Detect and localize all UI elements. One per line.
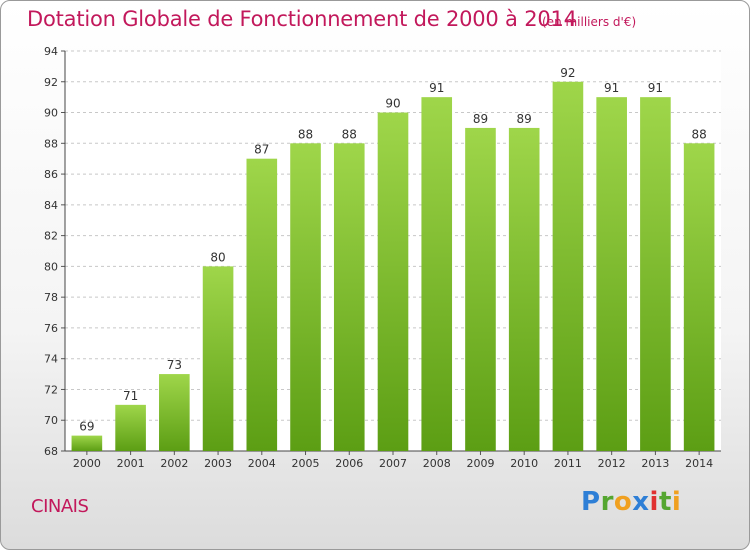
y-tick-label: 70 — [44, 414, 58, 427]
x-tick-label: 2001 — [117, 457, 145, 470]
y-tick-label: 90 — [44, 107, 58, 120]
x-tick-label: 2012 — [598, 457, 626, 470]
x-tick-label: 2009 — [466, 457, 494, 470]
y-tick-label: 86 — [44, 168, 58, 181]
bar-2005 — [290, 143, 321, 452]
x-tick-label: 2010 — [510, 457, 538, 470]
data-label-2012: 91 — [604, 81, 619, 95]
x-tick-label: 2000 — [73, 457, 101, 470]
x-tick-label: 2005 — [292, 457, 320, 470]
y-tick-label: 76 — [44, 322, 58, 335]
data-label-2009: 89 — [473, 112, 488, 126]
x-tick-label: 2011 — [554, 457, 582, 470]
bar-2006 — [333, 143, 365, 452]
y-tick-label: 88 — [44, 137, 58, 150]
x-tick-label: 2004 — [248, 457, 276, 470]
bar-2010 — [508, 127, 540, 451]
bar-2008 — [421, 97, 453, 452]
data-label-2011: 92 — [560, 66, 575, 80]
bar-2012 — [596, 97, 627, 452]
x-tick-label: 2014 — [685, 457, 713, 470]
data-label-2000: 69 — [79, 420, 94, 434]
y-tick-label: 84 — [44, 199, 58, 212]
data-label-2003: 80 — [210, 250, 225, 264]
bar-2002 — [159, 374, 190, 451]
x-tick-label: 2002 — [160, 457, 188, 470]
chart-unit: (en milliers d'€) — [542, 15, 637, 29]
bar-2007 — [377, 112, 409, 452]
data-label-2014: 88 — [691, 127, 706, 141]
data-label-2001: 71 — [123, 389, 138, 403]
bar-2011 — [552, 81, 584, 452]
municipality-name: CINAIS — [31, 496, 89, 517]
bar-2003 — [202, 266, 234, 451]
y-tick-label: 78 — [44, 291, 58, 304]
x-tick-label: 2013 — [641, 457, 669, 470]
x-tick-label: 2008 — [423, 457, 451, 470]
proxiti-logo: Proxiti — [581, 487, 682, 517]
y-tick-label: 72 — [44, 383, 58, 396]
bar-2004 — [246, 158, 278, 451]
y-tick-label: 94 — [44, 45, 58, 58]
bar-2009 — [465, 127, 496, 451]
bar-2014 — [683, 143, 715, 452]
x-tick-label: 2003 — [204, 457, 232, 470]
y-tick-label: 74 — [44, 353, 58, 366]
data-label-2008: 91 — [429, 81, 444, 95]
data-label-2005: 88 — [298, 127, 313, 141]
bar-2013 — [640, 97, 671, 452]
y-tick-label: 92 — [44, 76, 58, 89]
bar-2001 — [115, 404, 146, 451]
data-label-2010: 89 — [517, 112, 532, 126]
data-label-2006: 88 — [342, 127, 357, 141]
y-tick-label: 80 — [44, 260, 58, 273]
chart-title: Dotation Globale de Fonctionnement de 20… — [27, 7, 577, 31]
data-label-2013: 91 — [648, 81, 663, 95]
y-tick-label: 82 — [44, 230, 58, 243]
y-tick-label: 68 — [44, 445, 58, 458]
x-tick-label: 2007 — [379, 457, 407, 470]
x-tick-label: 2006 — [335, 457, 363, 470]
data-label-2004: 87 — [254, 143, 269, 157]
bar-2000 — [71, 435, 103, 451]
data-label-2002: 73 — [167, 358, 182, 372]
data-label-2007: 90 — [385, 97, 400, 111]
